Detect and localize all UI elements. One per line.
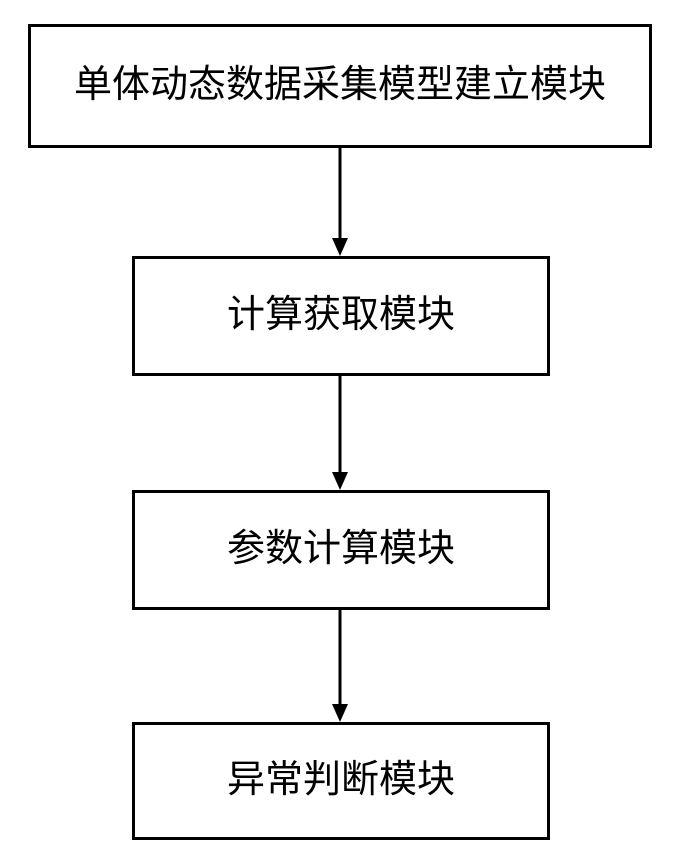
node-label: 单体动态数据采集模型建立模块 bbox=[74, 63, 606, 109]
node-anomaly-judge: 异常判断模块 bbox=[132, 722, 550, 840]
node-label: 异常判断模块 bbox=[227, 758, 455, 804]
arrow-1-2 bbox=[330, 148, 350, 256]
node-label: 参数计算模块 bbox=[227, 527, 455, 573]
node-label: 计算获取模块 bbox=[227, 293, 455, 339]
arrow-3-4 bbox=[330, 610, 350, 722]
node-compute-fetch: 计算获取模块 bbox=[132, 256, 550, 376]
flowchart-canvas: 单体动态数据采集模型建立模块 计算获取模块 参数计算模块 异常判断模块 bbox=[0, 0, 694, 859]
arrow-2-3 bbox=[330, 376, 350, 490]
node-model-build: 单体动态数据采集模型建立模块 bbox=[28, 24, 652, 148]
node-param-calc: 参数计算模块 bbox=[132, 490, 550, 610]
